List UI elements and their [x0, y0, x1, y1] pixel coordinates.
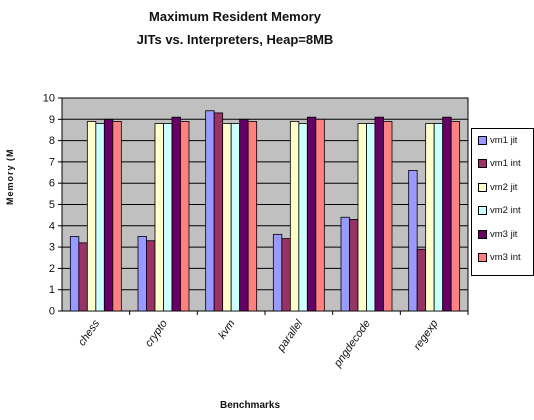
chart-subtitle: JITs vs. Interpreters, Heap=8MB	[136, 32, 334, 47]
bar-vm3-jit-kvm	[239, 118, 249, 312]
legend-swatch	[478, 253, 487, 262]
legend-item: vm2 int	[478, 204, 521, 218]
y-tick-label: 6	[49, 178, 55, 190]
legend-swatch	[478, 135, 487, 145]
x-tick-label: kvm	[216, 318, 237, 341]
y-tick-label: 3	[49, 242, 55, 254]
legend-label: vm1 jit	[490, 134, 518, 146]
legend-swatch	[478, 159, 487, 168]
bar-vm1-int-chess	[78, 242, 88, 312]
bar-vm1-jit-pngdecode	[340, 216, 350, 312]
bar-vm3-int-chess	[112, 121, 122, 312]
bar-vm2-jit-parallel	[289, 121, 300, 312]
bar-vm3-int-regexp	[450, 121, 461, 312]
legend-item: vm1 jit	[478, 133, 517, 147]
bar-vm3-jit-chess	[103, 118, 114, 312]
legend-label: vm2 jit	[490, 181, 518, 193]
chart-title: Maximum Resident Memory	[149, 9, 321, 24]
y-tick-label: 0	[49, 306, 55, 318]
x-tick-label: regexp	[411, 318, 440, 352]
bar-vm3-int-pngdecode	[383, 121, 393, 312]
x-axis-label: Benchmarks	[219, 400, 281, 411]
bar-vm3-int-parallel	[315, 118, 325, 312]
bar-vm2-jit-chess	[86, 121, 97, 312]
bar-vm2-jit-crypto	[154, 123, 164, 312]
legend-label: vm2 int	[490, 205, 521, 216]
bar-vm2-jit-regexp	[425, 123, 435, 312]
y-tick-label: 4	[49, 220, 55, 232]
legend-item: vm3 jit	[478, 227, 517, 241]
x-tick-label: crypto	[143, 318, 170, 349]
legend-swatch	[478, 182, 487, 192]
bar-vm2-jit-kvm	[222, 123, 232, 312]
bar-vm3-jit-regexp	[442, 116, 452, 312]
legend-item: vm2 jit	[478, 180, 517, 194]
bar-vm1-jit-chess	[69, 236, 80, 312]
bar-vm2-int-parallel	[298, 123, 308, 312]
bar-vm3-jit-pngdecode	[374, 116, 384, 312]
legend-label: vm1 int	[490, 158, 521, 169]
legend-item: vm3 int	[478, 251, 521, 265]
bar-vm2-int-kvm	[230, 123, 241, 312]
legend-item: vm1 int	[478, 157, 521, 171]
bar-vm3-int-kvm	[247, 121, 258, 312]
y-tick-label: 9	[49, 114, 55, 126]
legend-swatch	[478, 206, 487, 215]
bar-vm1-jit-kvm	[205, 110, 215, 312]
y-tick-label: 2	[49, 263, 55, 275]
x-tick-label: parallel	[275, 317, 306, 354]
bar-vm2-int-crypto	[163, 123, 173, 312]
y-tick-label: 1	[49, 284, 55, 296]
bar-vm3-int-crypto	[180, 121, 190, 312]
bar-vm1-jit-crypto	[137, 236, 147, 312]
x-tick-label: pngdecode	[331, 318, 373, 370]
bar-vm2-jit-pngdecode	[357, 123, 367, 312]
y-tick-label: 10	[43, 93, 55, 105]
y-tick-label: 8	[49, 135, 55, 147]
legend-swatch	[478, 229, 487, 239]
bar-vm1-jit-regexp	[408, 170, 418, 312]
y-tick-label: 7	[49, 156, 55, 168]
bar-vm2-int-chess	[95, 123, 105, 312]
bar-vm2-int-regexp	[433, 123, 444, 312]
x-tick-label: chess	[76, 317, 103, 348]
bar-vm1-int-kvm	[213, 112, 224, 312]
bar-vm1-int-parallel	[281, 238, 291, 312]
bar-vm3-jit-crypto	[171, 116, 181, 312]
bar-vm1-jit-parallel	[272, 233, 283, 312]
bar-vm3-jit-parallel	[306, 116, 317, 312]
y-axis-label: Memory (M	[5, 148, 15, 205]
legend-label: vm3 jit	[490, 228, 518, 240]
bar-vm1-int-crypto	[146, 240, 156, 312]
bar-vm2-int-pngdecode	[366, 123, 376, 312]
bar-vm1-int-pngdecode	[349, 219, 359, 312]
legend: vm1 jit vm1 int vm2 jit vm2 int vm3 jit vm3 i…	[471, 128, 534, 276]
y-tick-label: 5	[49, 199, 55, 211]
legend-label: vm3 int	[490, 252, 521, 263]
bar-vm1-int-regexp	[416, 248, 427, 312]
